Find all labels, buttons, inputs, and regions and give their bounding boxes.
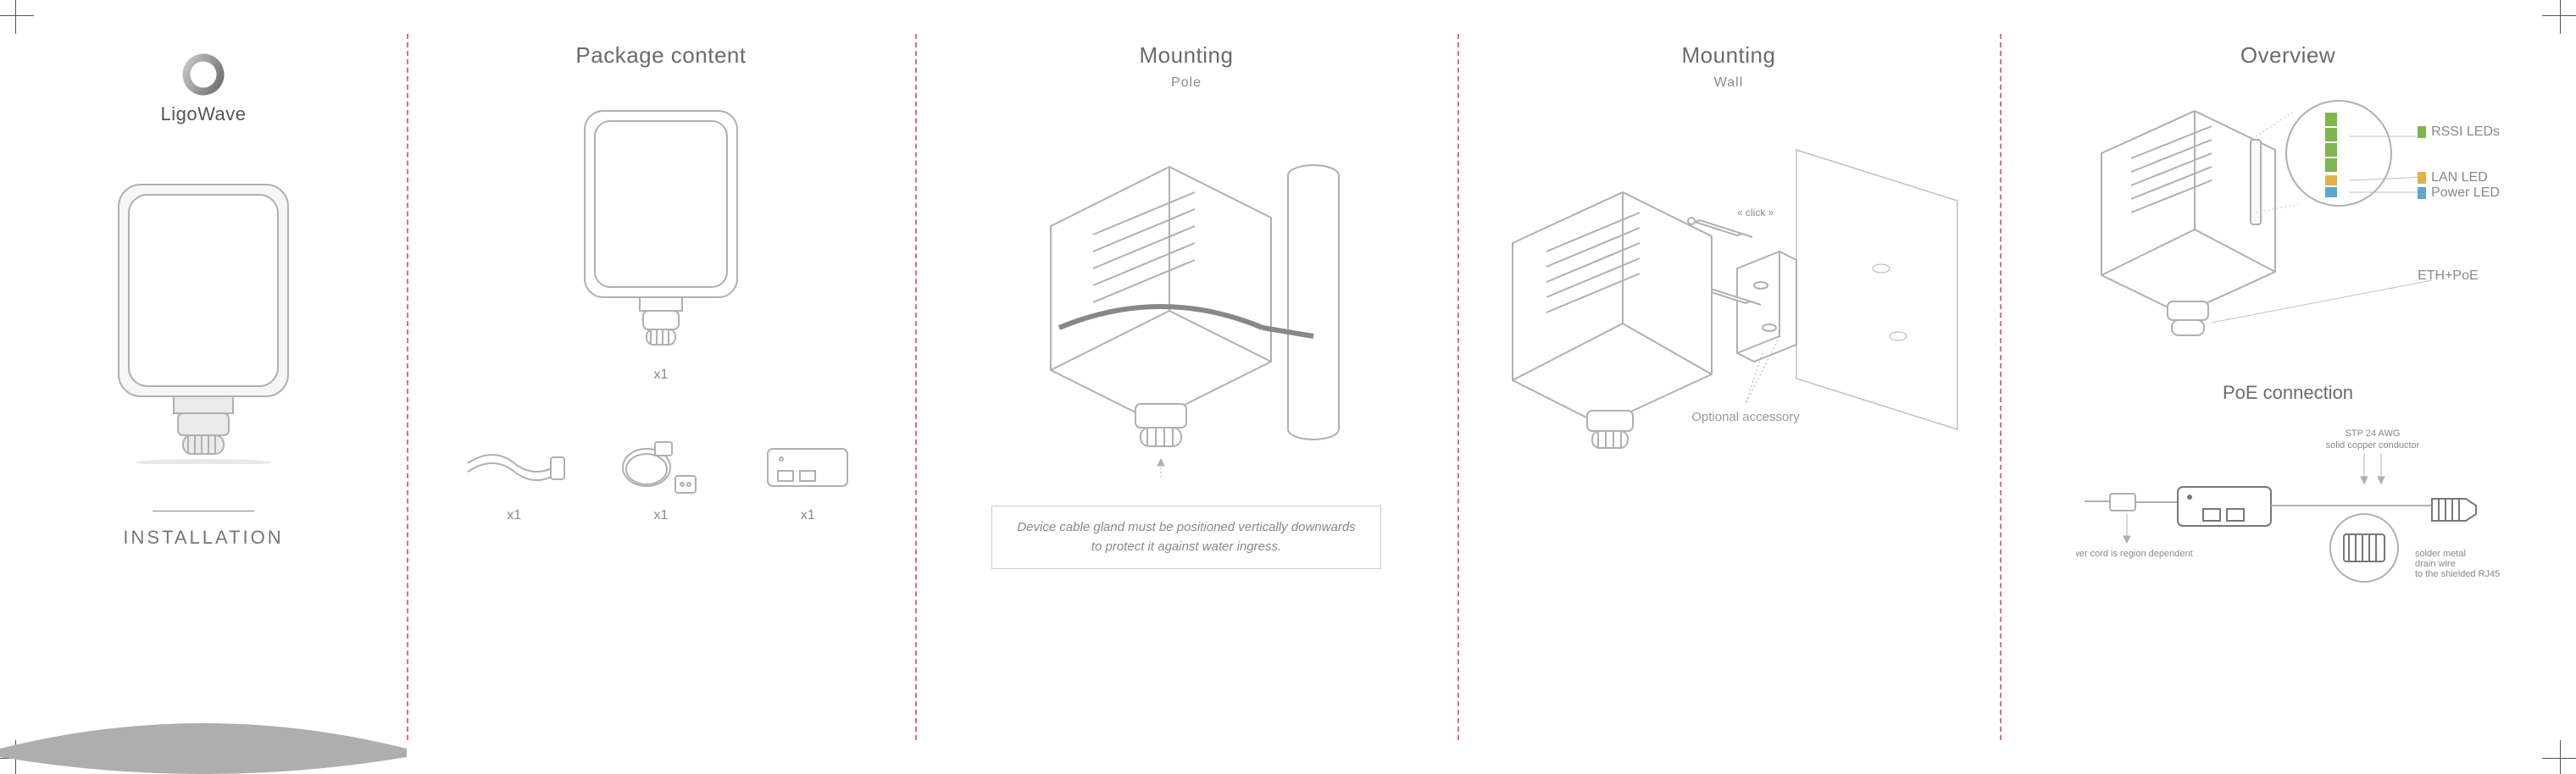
lan-led-swatch (2418, 172, 2426, 184)
pkg-strap: x1 (459, 434, 569, 523)
panel-overview: Overview (2000, 0, 2576, 774)
svg-text:to the shielded RJ45: to the shielded RJ45 (2415, 569, 2500, 579)
power-led-swatch (2418, 187, 2426, 199)
brand-block: LigoWave (25, 51, 381, 125)
svg-text:solid copper conductor: solid copper conductor (2326, 440, 2420, 451)
swoosh-graphic (0, 715, 407, 774)
pkg-poe-injector: x1 (752, 434, 863, 523)
mounting-pole-subtitle: Pole (941, 75, 1432, 91)
panel-divider-2 (915, 34, 917, 740)
cable-gland-note: Device cable gland must be positioned ve… (991, 506, 1381, 569)
svg-text:drain wire: drain wire (2415, 559, 2456, 569)
power-led-label: Power LED (2418, 185, 2500, 201)
svg-text:Power cord is region dependent: Power cord is region dependent (2076, 549, 2193, 559)
panel-mounting-pole: Mounting Pole (915, 0, 1457, 774)
overview-illustration: RSSI LEDs LAN LED Power LED ETH+PoE (2076, 86, 2500, 357)
svg-text:solder metal: solder metal (2415, 549, 2466, 559)
lan-led-label: LAN LED (2418, 170, 2500, 185)
product-illustration (93, 176, 314, 468)
pkg-injector-qty: x1 (801, 508, 815, 523)
pkg-device-qty: x1 (564, 368, 758, 383)
note-line-1: Device cable gland must be positioned ve… (1017, 520, 1355, 534)
svg-text:STP 24 AWG: STP 24 AWG (2346, 428, 2401, 439)
poe-connection-title: PoE connection (2025, 382, 2551, 404)
rssi-led-swatch (2418, 126, 2426, 138)
poe-connection-illustration: STP 24 AWG solid copper conductor (2076, 421, 2500, 590)
panel-brand: LigoWave INSTALLAT (0, 0, 407, 774)
mounting-wall-title: Mounting (1483, 42, 1974, 69)
panel-divider-1 (407, 34, 408, 740)
panel-mounting-wall: Mounting Wall (1457, 0, 2000, 774)
overview-title: Overview (2025, 42, 2551, 69)
panel-divider-4 (2000, 34, 2001, 740)
mounting-wall-subtitle: Wall (1483, 75, 1974, 91)
mounting-pole-title: Mounting (941, 42, 1432, 69)
eth-poe-label: ETH+PoE (2418, 268, 2500, 284)
pole-mount-illustration (983, 124, 1390, 480)
pkg-strap-qty: x1 (507, 508, 521, 523)
panel-package-content: Package content x1 (407, 0, 915, 774)
pkg-cord-qty: x1 (654, 508, 669, 523)
brand-name: LigoWave (160, 103, 246, 125)
pkg-device-illus: x1 (564, 102, 758, 383)
note-line-2: to protect it against water ingress. (1091, 539, 1281, 554)
package-title: Package content (432, 42, 890, 69)
brand-logo-icon (180, 51, 227, 98)
rssi-led-label: RSSI LEDs (2418, 124, 2500, 140)
wall-mount-illustration: « click » (1483, 124, 1974, 497)
optional-accessory-label: Optional accessory (1691, 410, 1800, 424)
panel-divider-3 (1457, 34, 1459, 740)
install-label: INSTALLATION (25, 527, 381, 549)
pkg-accessory-row: x1 x1 (432, 434, 890, 523)
click-label: « click » (1737, 207, 1774, 218)
pkg-power-cord: x1 (606, 434, 716, 523)
page: LigoWave INSTALLAT (0, 0, 2576, 774)
